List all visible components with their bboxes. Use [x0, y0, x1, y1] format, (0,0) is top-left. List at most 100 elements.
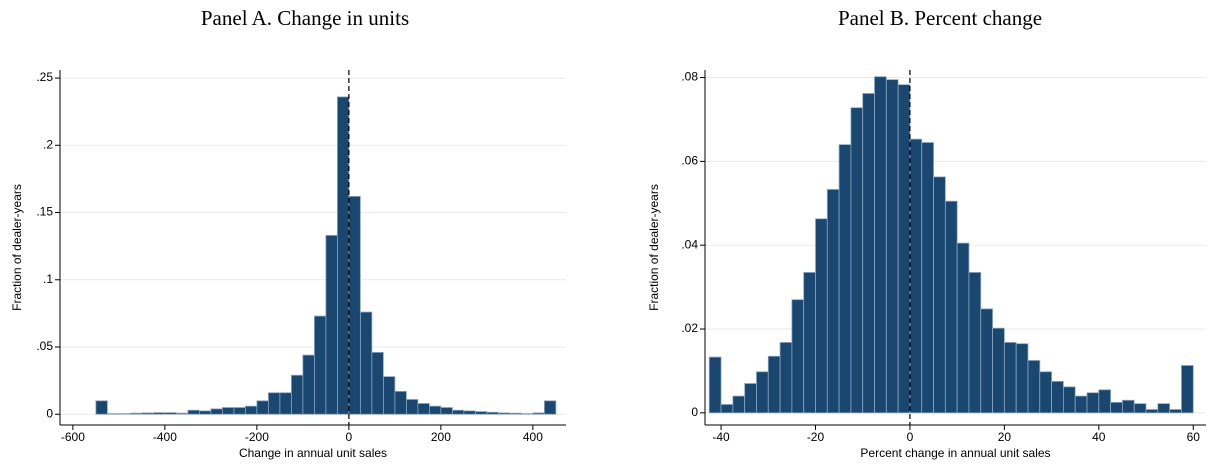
x-tick-label: 200 [431, 430, 451, 444]
y-tick-label: .1 [43, 272, 53, 286]
x-tick-label: 60 [1187, 430, 1201, 444]
x-tick-label: 400 [523, 430, 543, 444]
bar [417, 403, 430, 415]
bar [921, 142, 934, 414]
bar [141, 412, 154, 415]
bar [826, 189, 840, 414]
bar [187, 409, 200, 415]
bar [720, 404, 734, 414]
chart-title: Panel B. Percent change [838, 6, 1042, 30]
x-tick-label: -200 [245, 430, 269, 444]
x-tick-label: 0 [907, 430, 914, 444]
y-tick-label: .08 [681, 70, 698, 84]
bar [1098, 389, 1112, 414]
bar [175, 412, 189, 415]
bar [463, 410, 476, 415]
bar [850, 107, 864, 414]
bar [164, 412, 177, 415]
bar [233, 407, 246, 415]
bar [862, 93, 875, 414]
bar [1015, 343, 1029, 414]
y-tick-label: 0 [46, 406, 53, 420]
x-tick-label: 20 [998, 430, 1012, 444]
bar [106, 413, 120, 415]
bar [474, 411, 488, 415]
bar [486, 411, 499, 415]
bar [118, 413, 131, 415]
bar [279, 392, 292, 415]
bar [897, 84, 911, 414]
bar [497, 412, 511, 415]
bar [394, 390, 407, 415]
bar [1086, 392, 1100, 414]
bar [1003, 342, 1017, 414]
chart-title: Panel A. Change in units [201, 6, 409, 30]
bar [256, 400, 269, 415]
bar [359, 311, 373, 415]
y-tick-label: .02 [681, 321, 698, 335]
bar [874, 76, 887, 414]
bar [520, 413, 534, 415]
y-tick-label: .06 [681, 154, 698, 168]
bar [1110, 401, 1123, 414]
bar [732, 395, 746, 414]
y-tick-label: 0 [691, 405, 698, 419]
bar [1133, 403, 1147, 414]
y-tick-label: .15 [36, 205, 53, 219]
bar [980, 308, 993, 414]
x-tick-label: -600 [61, 430, 85, 444]
bar [1051, 381, 1064, 414]
y-tick-label: .04 [681, 237, 698, 251]
bar [382, 376, 396, 415]
bar [1122, 399, 1135, 414]
bar [756, 371, 769, 414]
bar [744, 383, 757, 414]
bar [129, 412, 143, 415]
bar [992, 327, 1005, 414]
bar [336, 96, 350, 415]
x-tick-label: -400 [153, 430, 177, 444]
bar [1039, 371, 1052, 414]
bar [1157, 403, 1171, 414]
y-tick-label: .25 [36, 70, 53, 84]
bar [210, 408, 223, 415]
y-tick-label: .2 [43, 137, 53, 151]
bar [1169, 409, 1182, 414]
bar [440, 407, 453, 415]
bar [1145, 409, 1159, 414]
y-tick-label: .05 [36, 339, 53, 353]
bar [708, 356, 722, 414]
bar [1181, 365, 1194, 414]
bar [348, 196, 361, 415]
bar [803, 272, 816, 414]
bar [956, 242, 970, 414]
bar [543, 400, 557, 415]
bar [198, 410, 212, 415]
bar [532, 412, 545, 415]
bar [302, 354, 315, 415]
bar [1074, 395, 1088, 414]
bar [968, 272, 982, 414]
y-axis-label: Fraction of dealer-years [647, 184, 661, 311]
x-tick-label: 0 [346, 430, 353, 444]
bar [1062, 386, 1076, 414]
bar [244, 405, 258, 415]
bar [290, 374, 304, 415]
bar [509, 412, 522, 415]
bar [885, 79, 899, 414]
bar [95, 400, 108, 415]
x-axis-label: Percent change in annual unit sales [860, 446, 1050, 460]
x-tick-label: -40 [712, 430, 730, 444]
bar [815, 218, 828, 414]
bar [313, 315, 327, 415]
bar [838, 144, 852, 414]
bar [267, 392, 281, 415]
bar [779, 342, 793, 414]
x-tick-label: -20 [807, 430, 825, 444]
bar [767, 355, 781, 414]
bar [791, 299, 805, 414]
bar [152, 412, 166, 415]
bar [944, 200, 958, 414]
bar [451, 409, 465, 415]
